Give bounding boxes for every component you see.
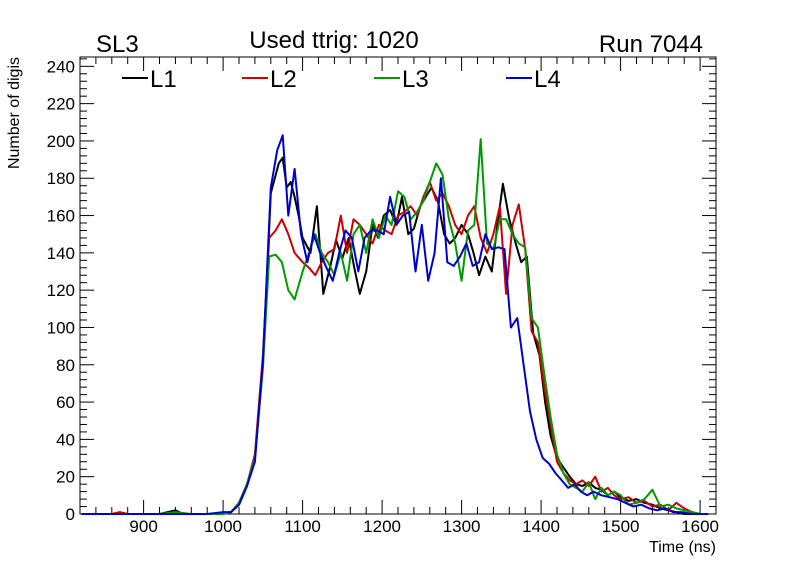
x-axis-label: Time (ns)	[649, 539, 716, 556]
x-tick-label: 1200	[363, 517, 401, 536]
legend-label-l3: L3	[402, 66, 429, 93]
y-axis-label: Number of digis	[6, 57, 23, 169]
y-tick-label: 0	[66, 505, 75, 524]
x-axis-ticks: 900 1000 1100 1200 1300 1400 1500 1600	[79, 57, 719, 536]
y-tick-label: 220	[47, 95, 75, 114]
legend-label-l1: L1	[150, 66, 177, 93]
x-tick-label: 1000	[204, 517, 242, 536]
y-tick-label: 60	[56, 393, 75, 412]
x-tick-label: 900	[129, 517, 157, 536]
y-tick-label: 100	[47, 318, 75, 337]
series-line-l2	[81, 181, 709, 515]
series-line-l4	[81, 134, 709, 515]
plot-frame	[79, 56, 717, 515]
y-tick-label: 80	[56, 356, 75, 375]
legend: L1 L2 L3 L4	[122, 66, 561, 93]
y-tick-label: 120	[47, 281, 75, 300]
header-right: Run 7044	[599, 31, 703, 58]
y-tick-label: 40	[56, 430, 75, 449]
y-tick-label: 140	[47, 244, 75, 263]
header-left: SL3	[96, 31, 139, 58]
y-axis-ticks: 0 20 40 60 80 100 120 140 160 180 200 220 240	[47, 57, 716, 524]
y-tick-label: 20	[56, 468, 75, 487]
x-tick-label: 1100	[284, 517, 321, 536]
x-tick-label: 1400	[522, 517, 560, 536]
series-line-l3	[81, 138, 709, 515]
legend-label-l4: L4	[534, 66, 561, 93]
chart-title: Used ttrig: 1020	[249, 27, 418, 54]
y-tick-label: 200	[47, 132, 75, 151]
y-tick-label: 160	[47, 207, 75, 226]
series-lines	[81, 134, 709, 515]
y-tick-label: 240	[47, 57, 75, 76]
x-tick-label: 1500	[602, 517, 640, 536]
y-tick-label: 180	[47, 169, 75, 188]
legend-label-l2: L2	[270, 66, 297, 93]
x-tick-label: 1300	[443, 517, 481, 536]
x-tick-label: 1600	[681, 517, 719, 536]
